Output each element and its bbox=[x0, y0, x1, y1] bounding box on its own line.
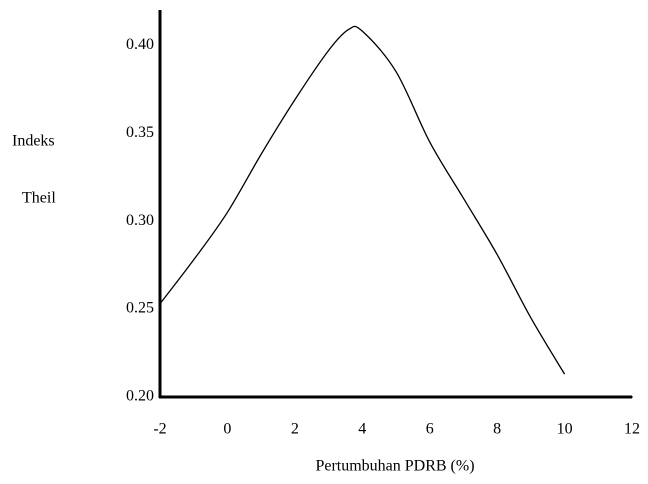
y-axis-label: Theil bbox=[22, 190, 56, 207]
x-tick-label: 8 bbox=[493, 421, 501, 438]
x-tick-label: -2 bbox=[153, 421, 166, 438]
x-tick-label: 4 bbox=[358, 421, 366, 438]
x-tick-label: 10 bbox=[557, 421, 573, 438]
x-tick-label: 2 bbox=[291, 421, 299, 438]
y-tick-label: 0.35 bbox=[126, 124, 154, 141]
y-tick-label: 0.40 bbox=[126, 36, 154, 53]
x-tick-label: 6 bbox=[426, 421, 434, 438]
line bbox=[159, 25, 566, 375]
y-tick-label: 0.25 bbox=[126, 300, 154, 317]
y-tick-label: 0.20 bbox=[126, 388, 154, 405]
x-tick-label: 12 bbox=[624, 421, 640, 438]
x-tick-label: 0 bbox=[223, 421, 231, 438]
y-axis-label: Indeks bbox=[12, 133, 55, 150]
y-tick-label: 0.30 bbox=[126, 212, 154, 229]
x-axis-label: Pertumbuhan PDRB (%) bbox=[315, 458, 474, 475]
